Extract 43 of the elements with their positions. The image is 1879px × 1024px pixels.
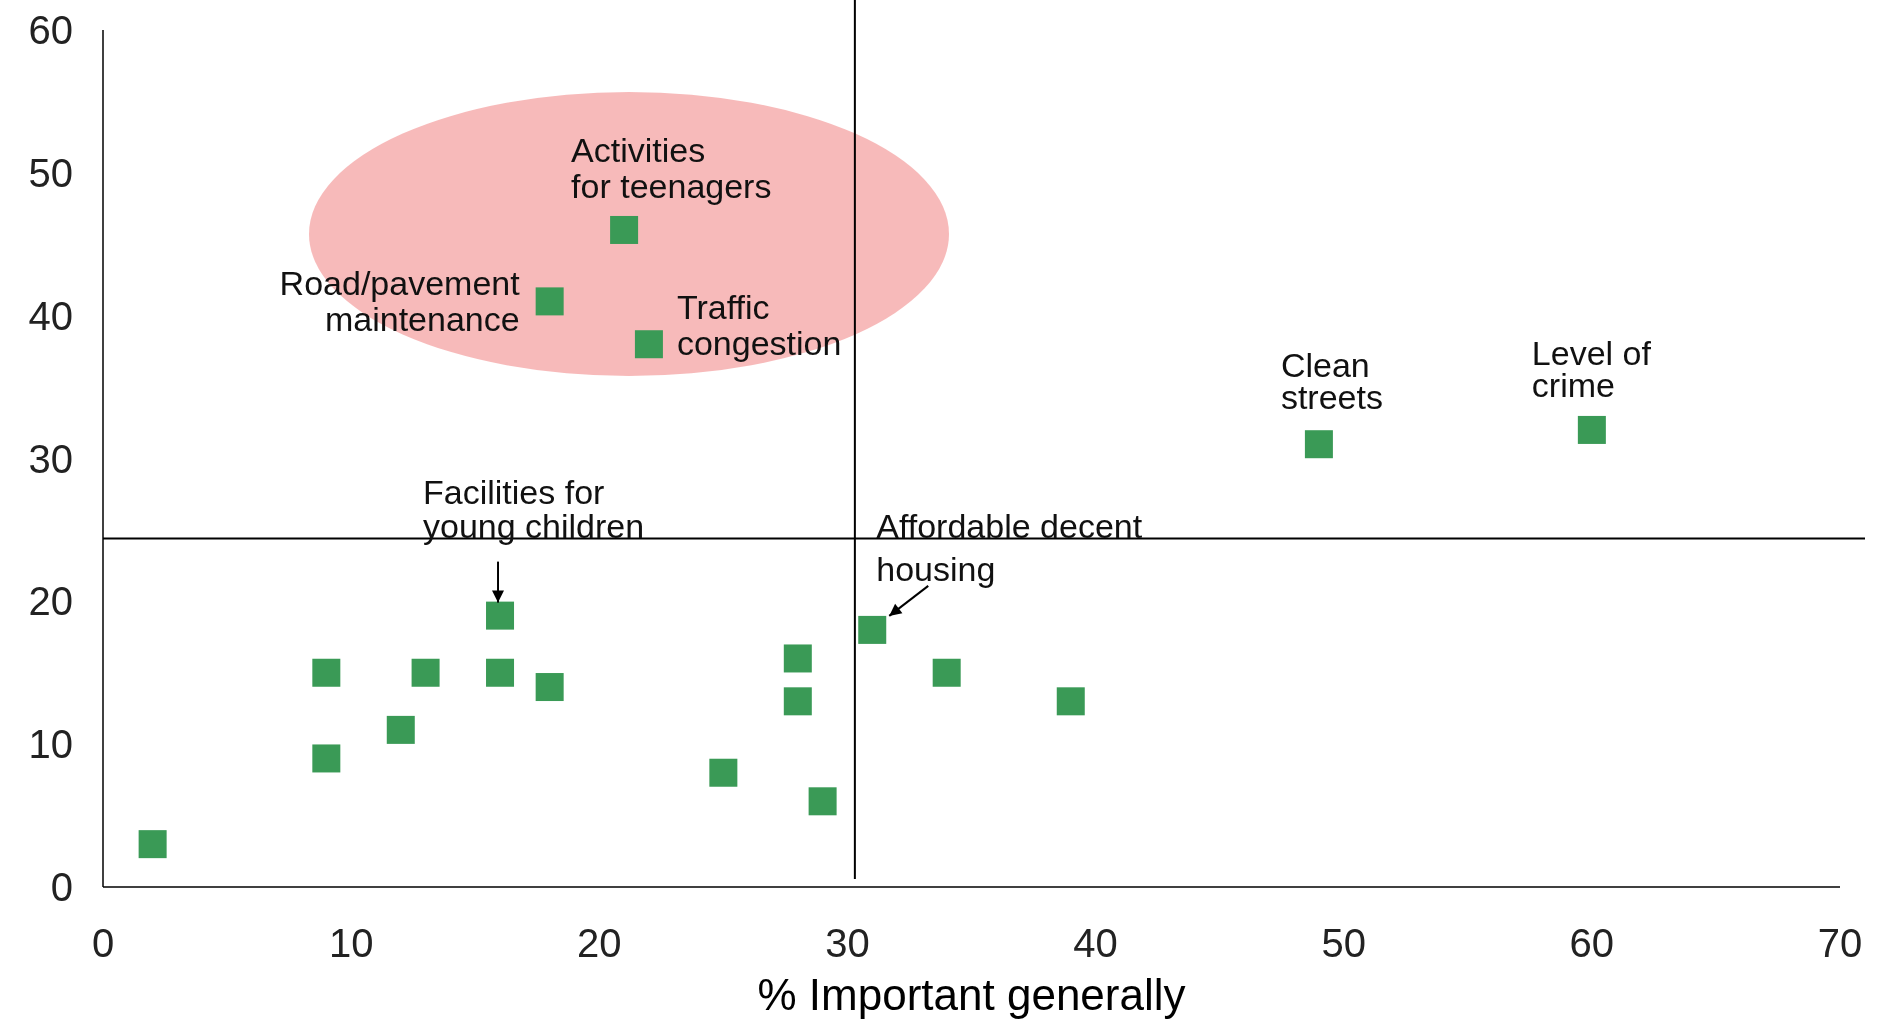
point (783, 687, 812, 716)
x-tick-label: 50 (1321, 921, 1366, 965)
annotation: Traffic congestion (676, 288, 842, 363)
x-tick-label: 30 (825, 921, 870, 965)
point (386, 715, 415, 744)
point (535, 287, 564, 316)
point (312, 658, 341, 687)
x-tick-label: 40 (1073, 921, 1118, 965)
y-tick-label: 60 (28, 8, 73, 52)
y-tick-label: 50 (28, 150, 73, 195)
y-tick-label: 10 (28, 722, 73, 767)
x-tick-label: 60 (1569, 921, 1615, 965)
point (709, 758, 738, 787)
x-tick-label: 0 (91, 921, 115, 965)
point (535, 673, 564, 702)
y-tick-label: 30 (28, 436, 73, 481)
annotation: Road/pavement maintenance (279, 264, 521, 339)
point (808, 787, 837, 816)
point (932, 658, 961, 687)
point (1304, 430, 1333, 459)
annotation: Activities for teenagers (571, 130, 772, 205)
x-tick-label: 10 (328, 921, 374, 965)
point (858, 615, 887, 644)
point (411, 658, 440, 687)
point (1577, 415, 1606, 444)
point (486, 658, 515, 687)
annotation: Facilities for young children (423, 472, 645, 545)
point (634, 330, 663, 359)
point (486, 601, 515, 630)
annotation: Clean streets (1280, 346, 1383, 417)
x-axis-title: % Important generally (757, 970, 1186, 1019)
point (610, 215, 639, 244)
annotation: Affordable decent housing (876, 506, 1143, 588)
point (138, 830, 167, 859)
x-tick-label: 70 (1817, 921, 1863, 965)
point (783, 644, 812, 673)
y-tick-label: 20 (28, 579, 73, 624)
y-tick-label: 0 (50, 865, 73, 909)
y-tick-label: 40 (28, 293, 73, 338)
x-tick-label: 20 (577, 921, 622, 965)
annotation: Level of crime (1531, 333, 1652, 404)
point (1056, 687, 1085, 716)
point (312, 744, 341, 773)
